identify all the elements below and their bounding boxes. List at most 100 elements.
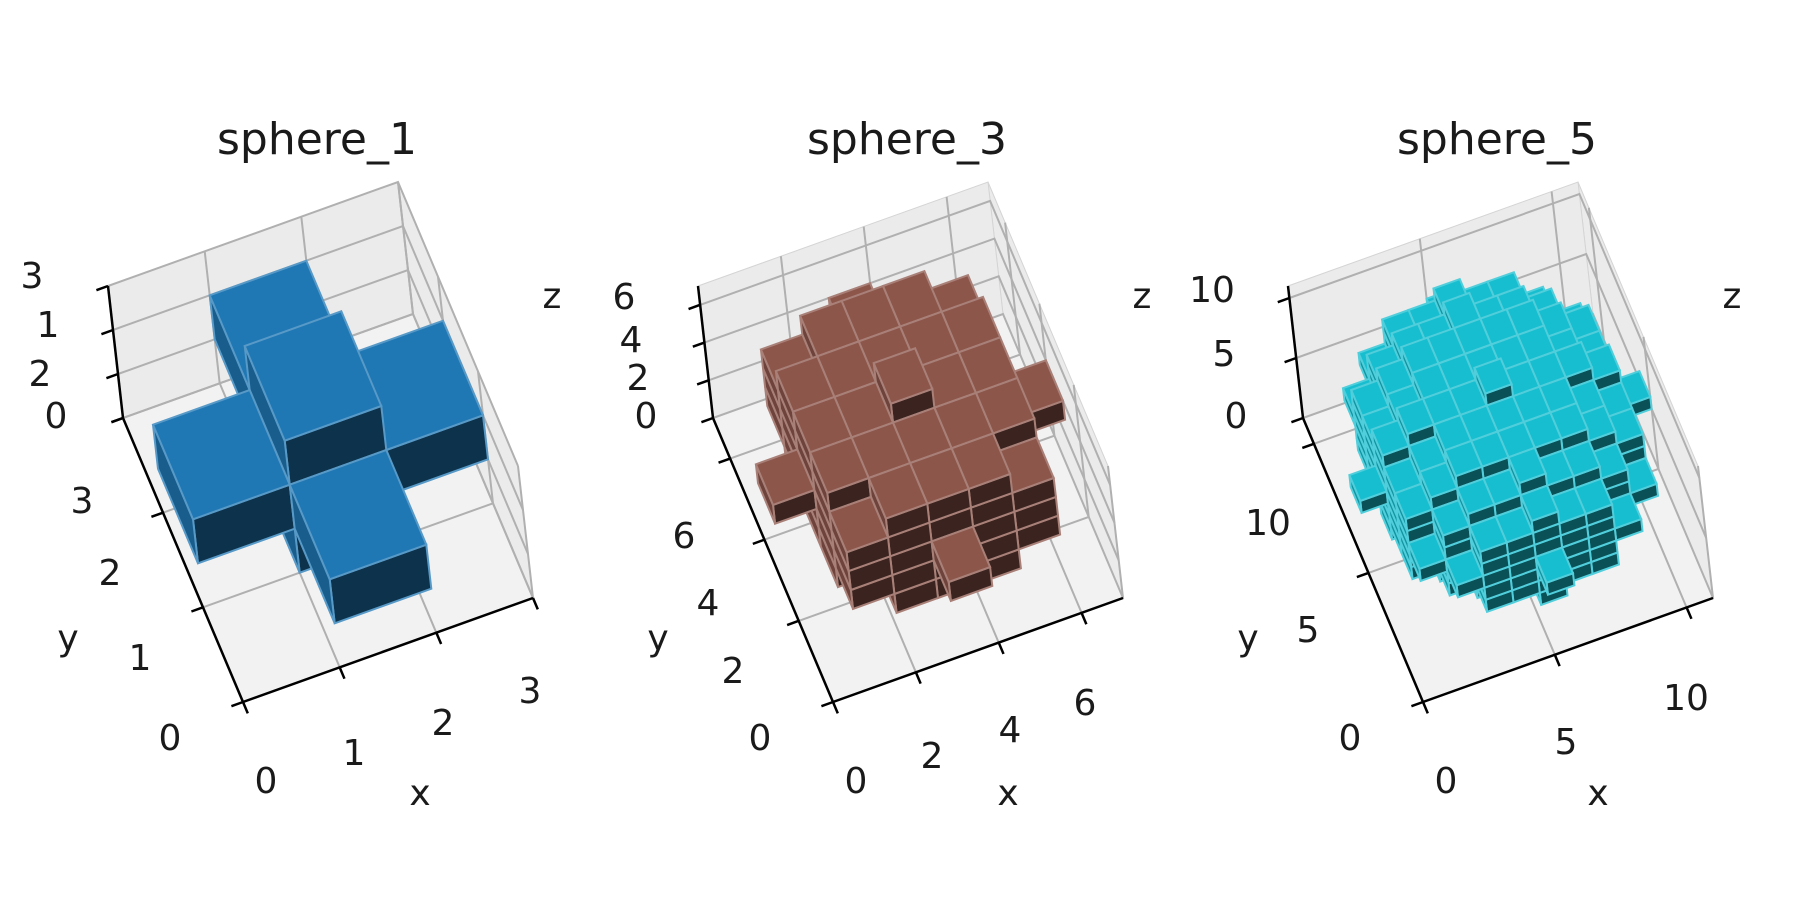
x-tick-label: 0 <box>845 761 868 802</box>
x-tick-label: 10 <box>1663 678 1709 719</box>
y-tick-mark <box>786 619 800 627</box>
x-tick-label: 2 <box>921 736 944 777</box>
voxel <box>974 376 1038 454</box>
z-axis-line <box>1286 285 1305 419</box>
y-tick-label: 10 <box>1245 503 1291 544</box>
voxel-face <box>1370 418 1411 457</box>
y-tick-mark <box>190 606 204 613</box>
y-tick-label: 1 <box>129 638 152 679</box>
voxel <box>1395 397 1437 448</box>
voxel-face <box>1519 484 1560 523</box>
voxel-face <box>1348 464 1388 503</box>
voxel-face <box>1418 461 1459 499</box>
x-axis-label: x <box>1587 773 1608 814</box>
z-axis-label: z <box>1133 276 1152 317</box>
z-tick-mark <box>110 416 124 424</box>
z-tick-label: 2 <box>29 354 52 395</box>
voxel-cluster <box>1341 270 1660 614</box>
voxel <box>828 495 892 573</box>
voxel <box>1348 464 1390 515</box>
voxel-face <box>828 495 890 554</box>
y-axis-label: y <box>647 618 668 659</box>
voxel <box>1468 515 1510 566</box>
z-tick-label: 1 <box>37 305 60 346</box>
y-tick-label: 3 <box>71 481 94 522</box>
z-grid-line <box>1289 192 1701 479</box>
voxel-face <box>808 436 871 495</box>
x-axis-line <box>1422 596 1714 704</box>
voxel-face <box>151 388 292 521</box>
x-tick-label: 3 <box>519 671 542 712</box>
z-tick-mark <box>95 284 109 292</box>
y-tick-label: 6 <box>673 516 696 557</box>
voxel-face <box>1430 498 1471 537</box>
subplot-sphere-3: sphere_3 0 2 4 6 0 2 4 6 0 2 4 6 x y z <box>613 114 1152 814</box>
x-tick-mark <box>241 701 249 714</box>
z-tick-mark <box>1290 416 1304 424</box>
x-tick-mark <box>531 597 539 610</box>
voxel <box>1370 418 1412 469</box>
voxel-cluster <box>754 269 1067 615</box>
x-axis-label: x <box>409 773 430 814</box>
z-axis-line <box>696 285 715 419</box>
z-tick-label: 4 <box>620 320 643 361</box>
x-tick-mark <box>338 666 346 680</box>
x-tick-label: 6 <box>1074 683 1097 724</box>
y-tick-label: 4 <box>697 583 720 624</box>
z-tick-label: 5 <box>1213 334 1236 375</box>
z-grid-line <box>699 199 1112 486</box>
y-tick-mark <box>718 457 731 464</box>
z-tick-label: 10 <box>1189 270 1235 311</box>
voxel-face <box>1444 548 1485 587</box>
voxel-face <box>288 448 428 581</box>
x-tick-label: 2 <box>432 703 455 744</box>
voxel-face <box>1407 532 1448 571</box>
z-axis-label: z <box>1723 276 1742 317</box>
voxel-face <box>1507 446 1548 485</box>
voxel <box>1455 477 1497 528</box>
x-tick-mark <box>997 642 1005 655</box>
voxel <box>872 347 936 424</box>
voxel <box>808 436 872 514</box>
y-tick-mark <box>752 538 765 546</box>
y-tick-label: 0 <box>159 718 182 759</box>
voxel-face <box>872 347 934 405</box>
z-axis-line <box>106 285 125 419</box>
voxel <box>754 448 818 526</box>
voxel <box>243 310 388 487</box>
z-tick-label: 6 <box>613 277 636 318</box>
z-tick-mark <box>696 379 710 386</box>
subplot-title: sphere_1 <box>217 114 417 165</box>
voxel <box>867 461 931 539</box>
y-tick-mark <box>820 700 834 708</box>
z-tick-label: 0 <box>45 396 68 437</box>
voxel <box>930 525 994 603</box>
y-tick-mark <box>1410 700 1424 708</box>
voxel-face <box>1443 439 1484 478</box>
z-grid-line <box>107 180 519 467</box>
subplot-sphere-5: sphere_5 0 5 10 0 5 10 0 5 10 x y z <box>1189 114 1741 814</box>
voxel <box>1534 546 1576 597</box>
y-axis-label: y <box>1237 618 1258 659</box>
voxel <box>288 448 433 625</box>
x-tick-mark <box>1421 701 1429 714</box>
x-tick-mark <box>831 701 839 714</box>
voxel-face <box>754 448 816 507</box>
x-tick-mark <box>435 632 443 645</box>
y-axis-line <box>711 417 835 703</box>
voxel <box>1382 456 1423 506</box>
z-grid-line <box>122 312 534 599</box>
y-tick-mark <box>1356 571 1369 579</box>
x-tick-mark <box>1553 654 1561 667</box>
subplot-title: sphere_3 <box>807 114 1007 165</box>
z-tick-mark <box>1277 296 1290 304</box>
voxel <box>1444 548 1486 599</box>
y-tick-label: 5 <box>1297 610 1320 651</box>
x-tick-label: 0 <box>1435 761 1458 802</box>
z-tick-mark <box>100 328 114 336</box>
voxel-face <box>1534 546 1575 584</box>
y-tick-label: 2 <box>99 553 122 594</box>
voxel-face <box>243 310 383 442</box>
voxel-face <box>930 525 992 584</box>
